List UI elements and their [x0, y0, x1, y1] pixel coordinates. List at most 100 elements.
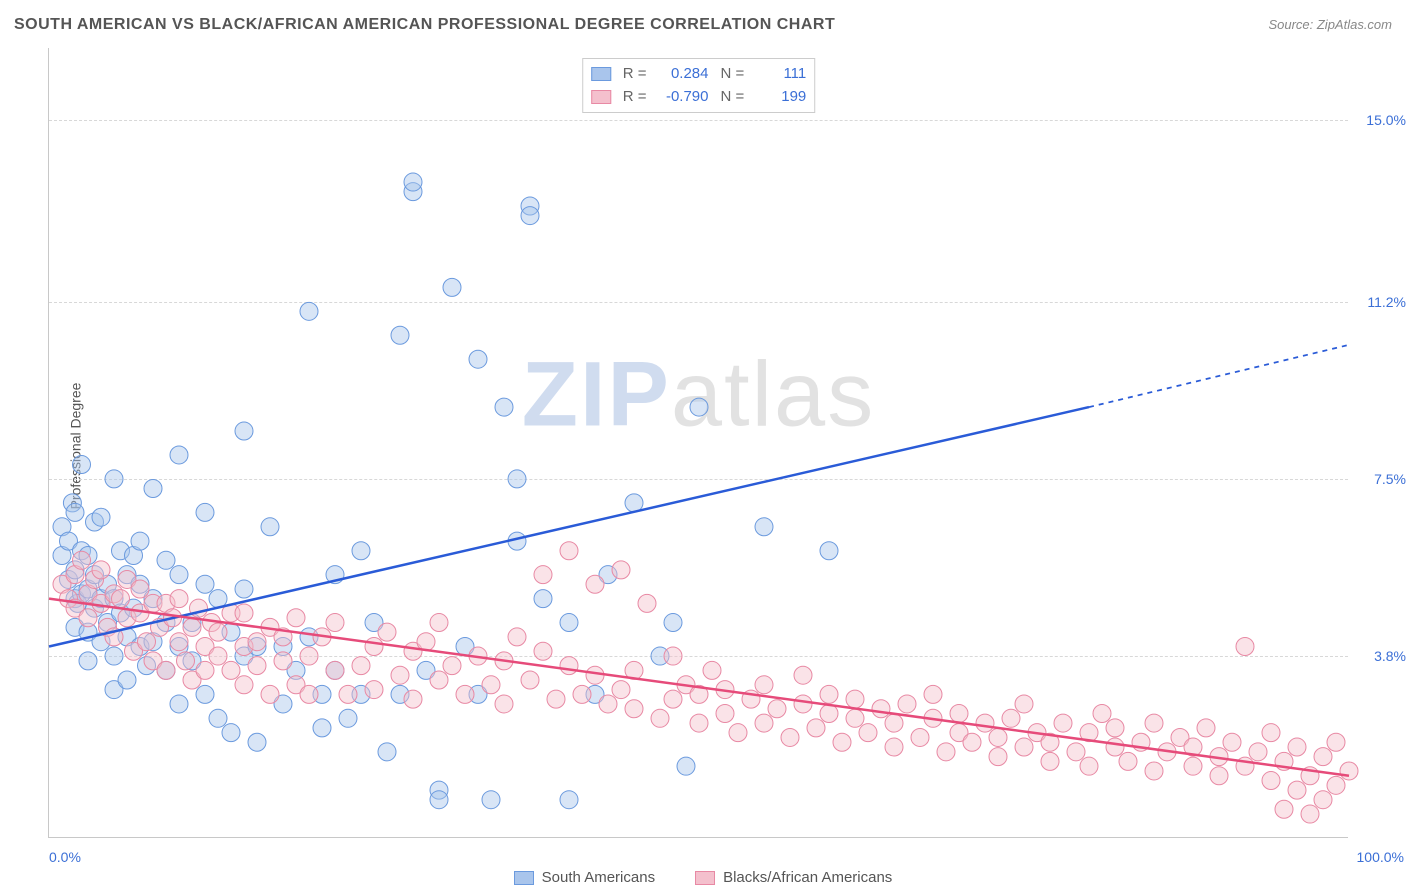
data-point: [781, 728, 799, 746]
data-point: [534, 642, 552, 660]
data-point: [248, 657, 266, 675]
data-point: [222, 661, 240, 679]
data-point: [326, 661, 344, 679]
data-point: [729, 724, 747, 742]
data-point: [352, 657, 370, 675]
data-point: [508, 470, 526, 488]
data-point: [820, 685, 838, 703]
stat-R-0: 0.284: [653, 63, 709, 86]
data-point: [157, 661, 175, 679]
data-point: [378, 743, 396, 761]
data-point: [170, 446, 188, 464]
stats-legend-box: R = 0.284 N = 111 R = -0.790 N = 199: [582, 58, 816, 113]
data-point: [560, 542, 578, 560]
data-point: [560, 614, 578, 632]
legend-label-1: Blacks/African Americans: [723, 869, 892, 886]
data-point: [391, 326, 409, 344]
xtick-label: 0.0%: [49, 849, 81, 865]
data-point: [378, 623, 396, 641]
source: Source: ZipAtlas.com: [1268, 16, 1392, 34]
data-point: [138, 633, 156, 651]
data-point: [963, 733, 981, 751]
data-point: [177, 652, 195, 670]
data-point: [209, 647, 227, 665]
data-point: [1145, 714, 1163, 732]
data-point: [339, 685, 357, 703]
data-point: [352, 542, 370, 560]
data-point: [690, 714, 708, 732]
data-point: [664, 614, 682, 632]
data-point: [183, 618, 201, 636]
trend-line-extrapolated: [1089, 345, 1349, 407]
data-point: [170, 695, 188, 713]
data-point: [196, 503, 214, 521]
data-point: [482, 676, 500, 694]
data-point: [638, 594, 656, 612]
data-point: [703, 661, 721, 679]
ytick-label: 15.0%: [1366, 112, 1406, 128]
data-point: [924, 685, 942, 703]
data-point: [911, 728, 929, 746]
data-point: [79, 652, 97, 670]
data-point: [430, 791, 448, 809]
data-point: [300, 647, 318, 665]
data-point: [950, 705, 968, 723]
legend-swatch-0: [514, 871, 534, 885]
trend-line: [49, 407, 1089, 646]
data-point: [547, 690, 565, 708]
plot-area: ZIPatlas 3.8%7.5%11.2%15.0% R = 0.284 N …: [48, 48, 1348, 838]
data-point: [755, 714, 773, 732]
stats-row-series-0: R = 0.284 N = 111: [591, 63, 807, 86]
data-point: [391, 666, 409, 684]
stat-R-1: -0.790: [653, 86, 709, 109]
data-point: [73, 551, 91, 569]
data-point: [196, 685, 214, 703]
data-point: [170, 566, 188, 584]
data-point: [1015, 695, 1033, 713]
ytick-label: 7.5%: [1374, 471, 1406, 487]
data-point: [599, 695, 617, 713]
data-point: [898, 695, 916, 713]
data-point: [209, 623, 227, 641]
data-point: [755, 676, 773, 694]
legend-item-1: Blacks/African Americans: [695, 869, 892, 886]
data-point: [1327, 733, 1345, 751]
data-point: [651, 709, 669, 727]
data-point: [1262, 724, 1280, 742]
data-point: [664, 690, 682, 708]
data-point: [755, 518, 773, 536]
stats-row-series-1: R = -0.790 N = 199: [591, 86, 807, 109]
data-point: [261, 685, 279, 703]
data-point: [1067, 743, 1085, 761]
chart-svg: [49, 48, 1348, 837]
stat-N-1: 199: [750, 86, 806, 109]
data-point: [664, 647, 682, 665]
data-point: [573, 685, 591, 703]
data-point: [690, 398, 708, 416]
data-point: [1197, 719, 1215, 737]
data-point: [495, 398, 513, 416]
data-point: [482, 791, 500, 809]
data-point: [560, 791, 578, 809]
data-point: [118, 671, 136, 689]
data-point: [131, 532, 149, 550]
data-point: [235, 580, 253, 598]
data-point: [235, 676, 253, 694]
data-point: [248, 633, 266, 651]
source-label: Source:: [1268, 17, 1316, 32]
data-point: [794, 666, 812, 684]
data-point: [209, 709, 227, 727]
data-point: [196, 661, 214, 679]
data-point: [521, 207, 539, 225]
data-point: [456, 685, 474, 703]
data-point: [235, 422, 253, 440]
data-point: [365, 637, 383, 655]
legend-swatch-1: [695, 871, 715, 885]
data-point: [92, 561, 110, 579]
data-point: [79, 609, 97, 627]
data-point: [404, 173, 422, 191]
data-point: [1223, 733, 1241, 751]
chart-header: SOUTH AMERICAN VS BLACK/AFRICAN AMERICAN…: [14, 16, 1392, 34]
data-point: [105, 647, 123, 665]
data-point: [794, 695, 812, 713]
